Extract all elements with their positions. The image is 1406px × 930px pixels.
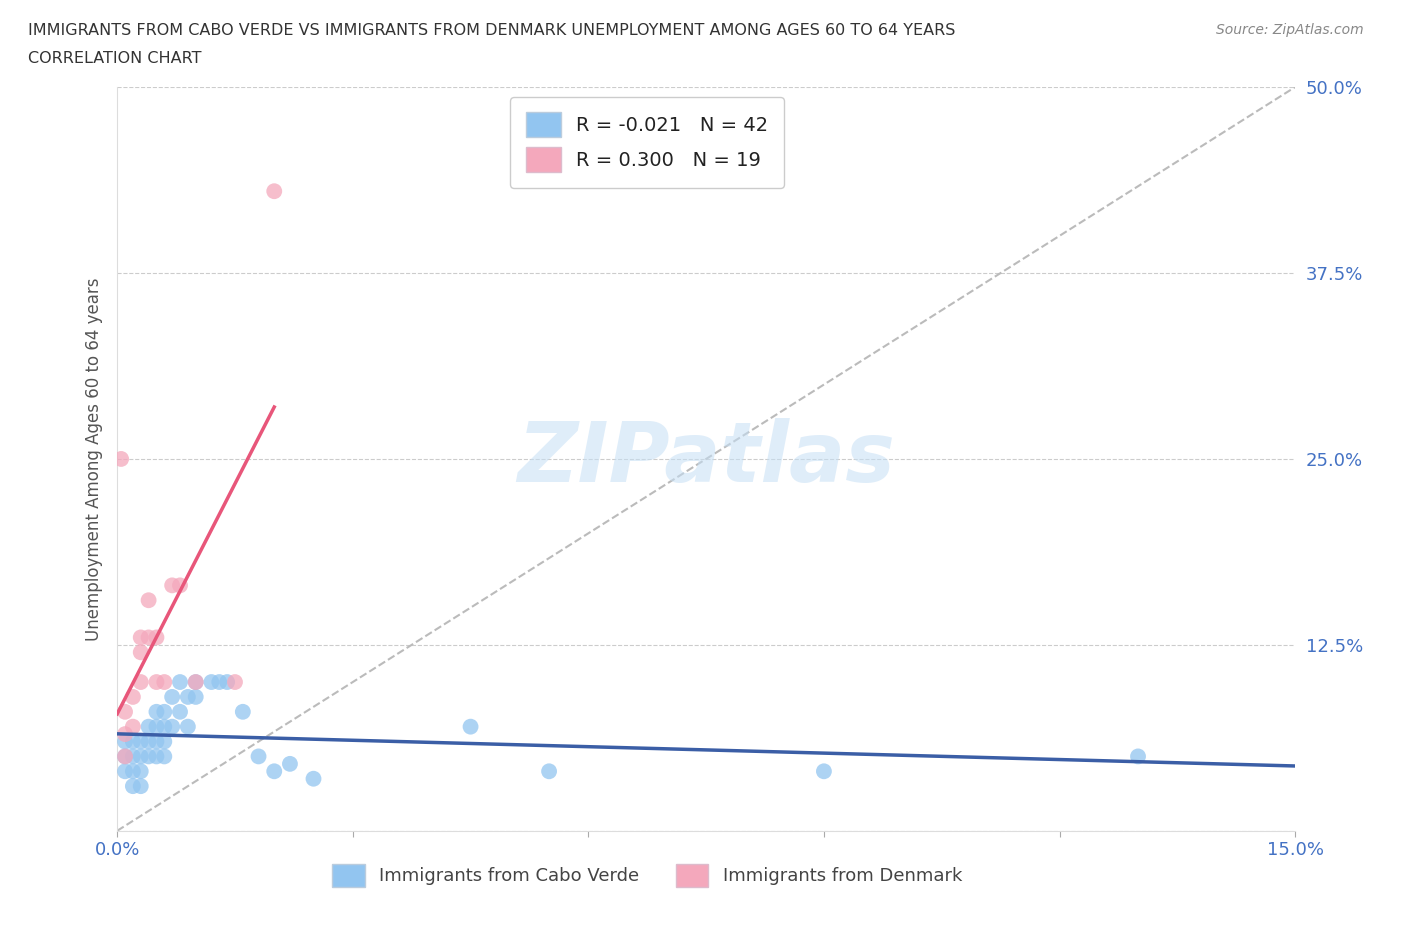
Point	[122, 764, 145, 778]
Point	[1126, 749, 1149, 764]
Point	[247, 749, 270, 764]
Point	[153, 704, 176, 719]
Point	[129, 749, 152, 764]
Point	[122, 749, 145, 764]
Point	[114, 749, 136, 764]
Point	[177, 689, 200, 704]
Point	[538, 764, 561, 778]
Point	[153, 734, 176, 749]
Point	[138, 592, 160, 607]
Point	[138, 630, 160, 644]
Point	[129, 764, 152, 778]
Point	[160, 578, 183, 592]
Point	[232, 704, 254, 719]
Point	[114, 734, 136, 749]
Point	[169, 578, 191, 592]
Point	[145, 704, 167, 719]
Point	[160, 719, 183, 734]
Point	[145, 719, 167, 734]
Point	[217, 674, 239, 689]
Point	[145, 749, 167, 764]
Point	[114, 749, 136, 764]
Y-axis label: Unemployment Among Ages 60 to 64 years: Unemployment Among Ages 60 to 64 years	[86, 277, 103, 641]
Point	[169, 704, 191, 719]
Point	[145, 674, 167, 689]
Point	[263, 764, 285, 778]
Point	[278, 756, 301, 771]
Point	[110, 451, 132, 466]
Point	[138, 749, 160, 764]
Point	[224, 674, 246, 689]
Point	[138, 719, 160, 734]
Point	[122, 719, 145, 734]
Point	[122, 734, 145, 749]
Text: ZIPatlas: ZIPatlas	[517, 418, 896, 499]
Point	[263, 184, 285, 199]
Point	[169, 674, 191, 689]
Point	[114, 726, 136, 741]
Point	[129, 674, 152, 689]
Point	[200, 674, 222, 689]
Point	[208, 674, 231, 689]
Point	[177, 719, 200, 734]
Point	[145, 630, 167, 644]
Point	[184, 674, 207, 689]
Point	[460, 719, 482, 734]
Point	[813, 764, 835, 778]
Text: Source: ZipAtlas.com: Source: ZipAtlas.com	[1216, 23, 1364, 37]
Point	[129, 734, 152, 749]
Point	[129, 778, 152, 793]
Point	[114, 764, 136, 778]
Point	[129, 630, 152, 644]
Point	[138, 734, 160, 749]
Point	[184, 674, 207, 689]
Text: IMMIGRANTS FROM CABO VERDE VS IMMIGRANTS FROM DENMARK UNEMPLOYMENT AMONG AGES 60: IMMIGRANTS FROM CABO VERDE VS IMMIGRANTS…	[28, 23, 956, 38]
Point	[153, 674, 176, 689]
Legend: R = -0.021   N = 42, R = 0.300   N = 19: R = -0.021 N = 42, R = 0.300 N = 19	[510, 97, 785, 188]
Point	[114, 704, 136, 719]
Point	[122, 778, 145, 793]
Point	[153, 719, 176, 734]
Point	[122, 689, 145, 704]
Point	[302, 771, 325, 786]
Point	[153, 749, 176, 764]
Point	[160, 689, 183, 704]
Point	[184, 689, 207, 704]
Text: CORRELATION CHART: CORRELATION CHART	[28, 51, 201, 66]
Point	[145, 734, 167, 749]
Point	[129, 644, 152, 659]
